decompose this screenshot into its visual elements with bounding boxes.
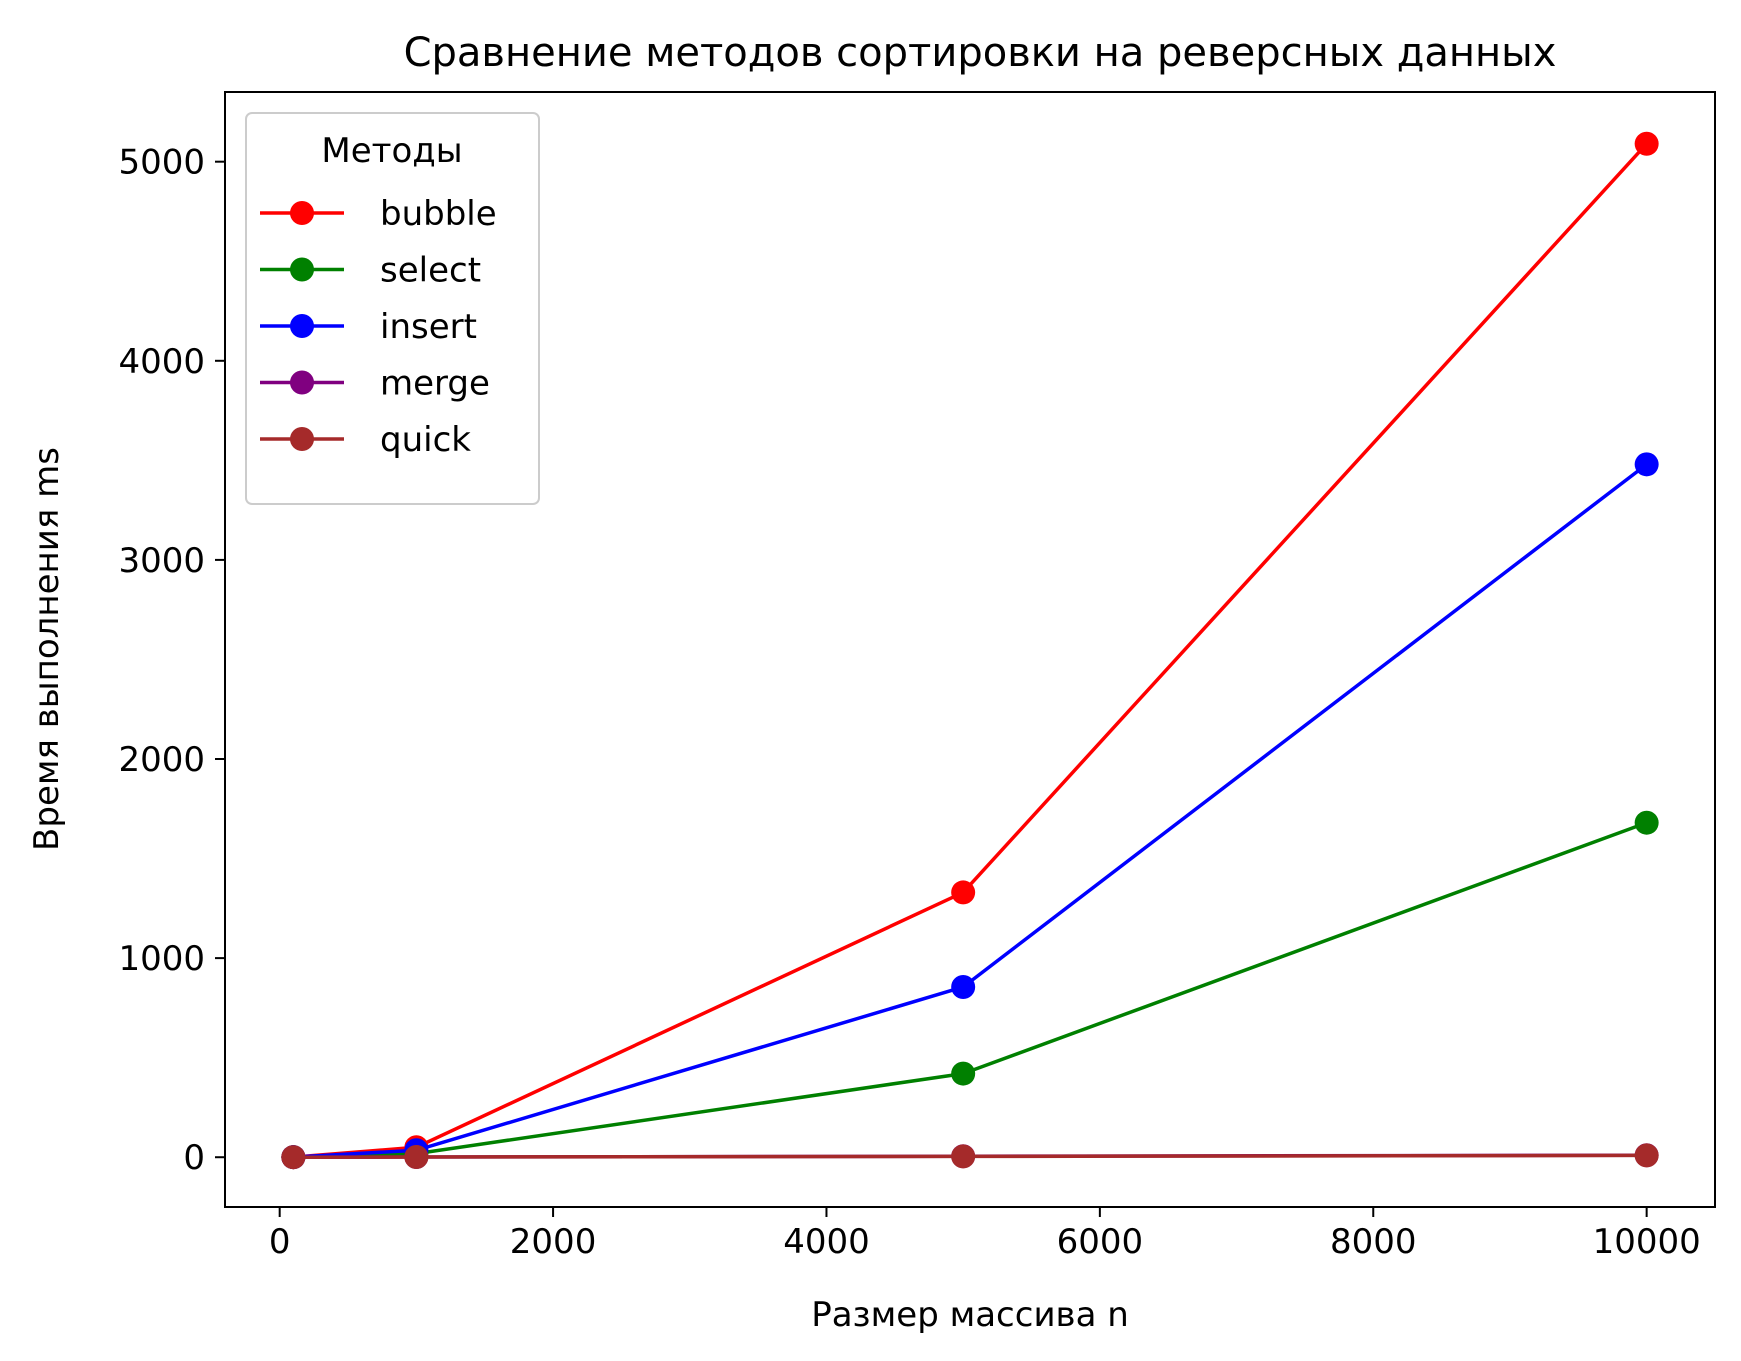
data-point-insert	[951, 974, 976, 999]
legend: Методы bubble select insert merge quick	[245, 112, 540, 505]
data-point-quick	[1634, 1143, 1659, 1168]
y-tick-label: 3000	[118, 541, 205, 581]
legend-marker	[290, 427, 314, 451]
legend-label: quick	[380, 420, 471, 460]
series-quick	[281, 1143, 1659, 1170]
x-axis: 0 2000 4000 6000 8000 10000	[269, 1207, 1701, 1262]
series-line-insert	[293, 462, 1648, 1159]
data-point-select	[951, 1061, 976, 1086]
legend-marker	[290, 314, 314, 338]
legend-marker	[290, 370, 314, 395]
legend-entry-insert: insert	[260, 307, 477, 347]
legend-entry-merge: merge	[260, 364, 490, 404]
x-axis-label: Размер массива n	[811, 1295, 1129, 1335]
data-point-quick	[951, 1144, 976, 1169]
x-tick-label: 4000	[783, 1222, 870, 1262]
y-axis: 0 1000 2000 3000 4000 5000	[118, 143, 225, 1178]
x-tick-label: 6000	[1057, 1222, 1144, 1262]
legend-entry-bubble: bubble	[260, 194, 497, 234]
plot-area	[224, 91, 1716, 1208]
data-point-bubble	[1634, 131, 1659, 156]
y-axis-label: Время выполнения ms	[27, 447, 67, 851]
legend-label: bubble	[380, 194, 497, 234]
data-point-quick	[404, 1145, 429, 1170]
legend-entry-select: select	[260, 251, 481, 291]
y-tick-label: 2000	[118, 740, 205, 780]
x-tick-label: 10000	[1593, 1222, 1701, 1262]
legend-entry-quick: quick	[260, 420, 471, 460]
legend-label: insert	[380, 307, 477, 347]
series-layer	[281, 131, 1659, 1170]
y-tick-label: 4000	[118, 342, 205, 382]
y-tick-label: 0	[183, 1138, 205, 1178]
x-tick-label: 0	[269, 1222, 291, 1262]
legend-title: Методы	[321, 131, 462, 171]
legend-label: select	[380, 251, 481, 291]
data-point-quick	[281, 1145, 306, 1170]
x-tick-label: 8000	[1330, 1222, 1417, 1262]
chart-title: Сравнение методов сортировки на реверсны…	[404, 30, 1557, 76]
y-tick-label: 1000	[118, 939, 205, 979]
data-point-insert	[1634, 452, 1659, 477]
data-point-bubble	[951, 880, 976, 905]
y-tick-label: 5000	[118, 143, 205, 183]
legend-box	[245, 112, 540, 505]
legend-label: merge	[380, 364, 490, 404]
series-line-quick	[293, 1153, 1647, 1159]
data-point-select	[1634, 810, 1659, 835]
legend-marker	[290, 201, 314, 225]
x-tick-label: 2000	[510, 1222, 597, 1262]
legend-marker	[290, 257, 314, 282]
